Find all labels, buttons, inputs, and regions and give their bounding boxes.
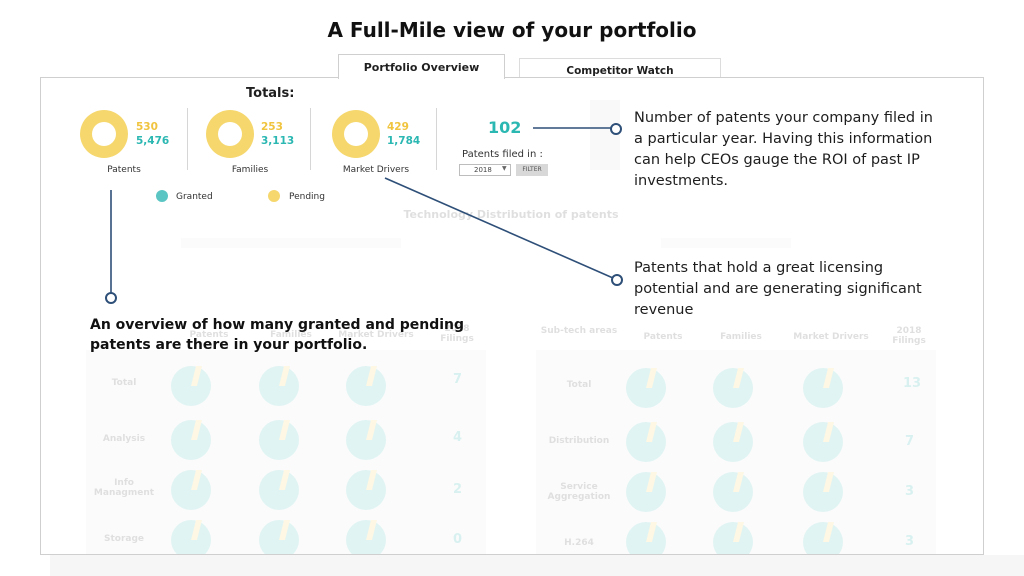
faded-pie	[346, 520, 386, 554]
totals-marker	[105, 292, 117, 304]
annotation-totals: An overview of how many granted and pend…	[90, 317, 465, 353]
faded-pie	[626, 472, 666, 512]
drivers-marker	[611, 274, 623, 286]
faded-pie	[713, 422, 753, 462]
right-header-patents: Patents	[643, 332, 683, 342]
left-row-label: Storage	[103, 534, 145, 544]
faded-pie	[171, 520, 211, 554]
market-drivers-pending-count: 429	[387, 121, 409, 133]
granted-legend-label: Granted	[176, 192, 213, 202]
totals-label: Totals:	[246, 86, 295, 101]
faded-pie	[803, 368, 843, 408]
faded-pie	[803, 472, 843, 512]
right-row-filings: 13	[903, 376, 922, 391]
left-row-filings: 2	[453, 482, 463, 497]
faded-technology-distribution: Technology Distribution of patents Paten…	[41, 200, 983, 554]
market-drivers-caption: Market Drivers	[342, 165, 410, 175]
left-row-label: Total	[111, 378, 137, 388]
faded-sort-panel	[590, 100, 620, 170]
divider	[187, 108, 188, 170]
left-header-patents: Patents	[189, 330, 229, 340]
faded-pie	[803, 422, 843, 462]
chevron-down-icon[interactable]: ▼	[502, 165, 507, 172]
left-row-filings: 7	[453, 372, 463, 387]
right-header-filings: 2018 Filings	[892, 326, 926, 346]
right-row-label: Distribution	[548, 436, 610, 446]
right-row-filings: 3	[905, 484, 915, 499]
right-row-filings: 7	[905, 434, 915, 449]
right-row-label: Total	[566, 380, 592, 390]
pending-legend-label: Pending	[289, 192, 325, 202]
tab-competitor-watch[interactable]: Competitor Watch	[519, 58, 721, 78]
right-header-families: Families	[720, 332, 762, 342]
faded-pie	[259, 470, 299, 510]
patents-filed-label: Patents filed in :	[462, 149, 543, 160]
faded-pie	[259, 366, 299, 406]
families-caption: Families	[231, 165, 269, 175]
faded-pie	[346, 420, 386, 460]
right-header-market-drivers: Market Drivers	[793, 332, 869, 342]
filed-marker	[610, 123, 622, 135]
faded-pie	[803, 522, 843, 554]
patents-granted-count: 5,476	[136, 135, 170, 147]
patents-caption: Patents	[107, 165, 141, 175]
divider	[310, 108, 311, 170]
drivers-connector-line	[384, 177, 614, 279]
families-pending-count: 253	[261, 121, 283, 133]
pending-legend-dot	[268, 190, 280, 202]
patents-donut-chart	[80, 110, 128, 158]
market-drivers-granted-count: 1,784	[387, 135, 421, 147]
left-row-filings: 0	[453, 532, 463, 547]
granted-legend-dot	[156, 190, 168, 202]
faded-pie	[713, 472, 753, 512]
right-row-filings: 3	[905, 534, 915, 549]
faded-pie	[346, 366, 386, 406]
bottom-strip	[50, 555, 1024, 576]
faded-pie	[259, 420, 299, 460]
families-donut-chart	[206, 110, 254, 158]
faded-subheading	[181, 238, 401, 248]
faded-pie	[626, 368, 666, 408]
faded-pie	[626, 522, 666, 554]
annotation-market-drivers: Patents that hold a great licensing pote…	[634, 260, 922, 318]
left-header-filings: 2018 Filings	[440, 324, 474, 344]
market-drivers-donut-chart	[332, 110, 380, 158]
left-row-filings: 4	[453, 430, 463, 445]
tab-portfolio-overview[interactable]: Portfolio Overview	[338, 54, 505, 79]
filter-button[interactable]: FILTER	[516, 164, 548, 176]
faded-pie	[713, 368, 753, 408]
faded-subheading	[661, 238, 791, 248]
right-header-subtech: Sub-tech areas	[540, 326, 618, 336]
left-row-label: Analysis	[102, 434, 146, 444]
faded-pie	[171, 366, 211, 406]
faded-pie	[259, 520, 299, 554]
divider	[436, 108, 437, 170]
faded-pie	[346, 470, 386, 510]
left-row-label: Info Managment	[93, 478, 155, 498]
page-title: A Full-Mile view of your portfolio	[327, 18, 697, 42]
right-row-label: Service Aggregation	[547, 482, 611, 502]
families-granted-count: 3,113	[261, 135, 295, 147]
section-title: Technology Distribution of patents	[403, 208, 619, 221]
faded-pie	[171, 420, 211, 460]
patents-filed-count: 102	[488, 118, 522, 137]
patents-pending-count: 530	[136, 121, 158, 133]
left-header-market-drivers: Market Drivers	[338, 330, 414, 340]
right-row-label: H.264	[564, 538, 594, 548]
faded-pie	[626, 422, 666, 462]
annotation-patents-filed: Number of patents your company filed in …	[634, 110, 933, 189]
faded-pie	[171, 470, 211, 510]
year-select[interactable]: 2018	[459, 164, 511, 176]
faded-pie	[713, 522, 753, 554]
left-header-families: Families	[270, 330, 312, 340]
